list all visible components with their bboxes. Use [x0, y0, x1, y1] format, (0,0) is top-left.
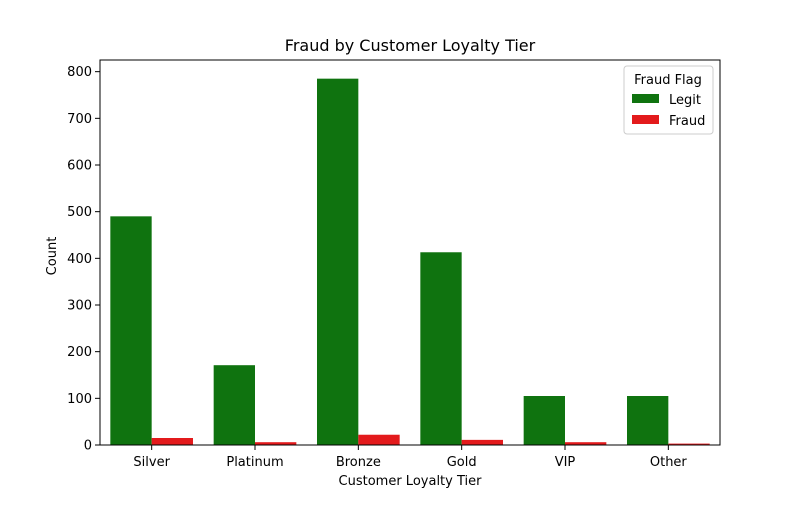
- legend-label-fraud: Fraud: [669, 114, 705, 129]
- y-tick-label: 800: [67, 65, 92, 80]
- bar-fraud-bronze: [358, 434, 400, 445]
- y-tick-label: 400: [67, 252, 92, 267]
- x-tick-label: VIP: [555, 455, 576, 470]
- y-tick-label: 500: [67, 205, 92, 220]
- bar-legit-vip: [523, 396, 565, 445]
- legend-swatch-fraud: [632, 115, 659, 124]
- legend: Fraud Flag Legit Fraud: [623, 65, 714, 135]
- legend-swatch-legit: [632, 94, 659, 103]
- bar-fraud-silver: [151, 438, 193, 445]
- bar-fraud-gold: [461, 439, 503, 445]
- y-tick-label: 100: [67, 392, 92, 407]
- y-axis-label: Count: [45, 237, 60, 276]
- y-tick-label: 300: [67, 299, 92, 314]
- x-tick-label: Platinum: [226, 455, 283, 470]
- x-tick-label: Other: [650, 455, 688, 470]
- bar-fraud-vip: [565, 442, 607, 445]
- y-tick-label: 600: [67, 159, 92, 174]
- x-tick-label: Silver: [133, 455, 170, 470]
- plot-frame: [99, 59, 721, 446]
- x-tick-label: Gold: [447, 455, 477, 470]
- chart-title: Fraud by Customer Loyalty Tier: [285, 36, 536, 55]
- bar-legit-gold: [420, 252, 462, 445]
- bar-legit-platinum: [213, 365, 255, 445]
- bar-legit-other: [627, 396, 669, 445]
- bar-fraud-platinum: [255, 442, 297, 445]
- x-axis-label: Customer Loyalty Tier: [339, 474, 483, 489]
- axes-group: 0 100 200 300 400 500 600 700 800 Silver Platinum B…: [67, 59, 721, 470]
- bar-legit-silver: [110, 216, 152, 445]
- x-tick-label: Bronze: [336, 455, 381, 470]
- bar-legit-bronze: [317, 78, 359, 446]
- legend-title: Fraud Flag: [634, 73, 702, 88]
- bars-group: [110, 78, 710, 446]
- bar-fraud-other: [668, 443, 710, 445]
- legend-label-legit: Legit: [669, 93, 701, 108]
- y-tick-label: 0: [84, 439, 92, 454]
- y-tick-label: 200: [67, 345, 92, 360]
- y-tick-label: 700: [67, 112, 92, 127]
